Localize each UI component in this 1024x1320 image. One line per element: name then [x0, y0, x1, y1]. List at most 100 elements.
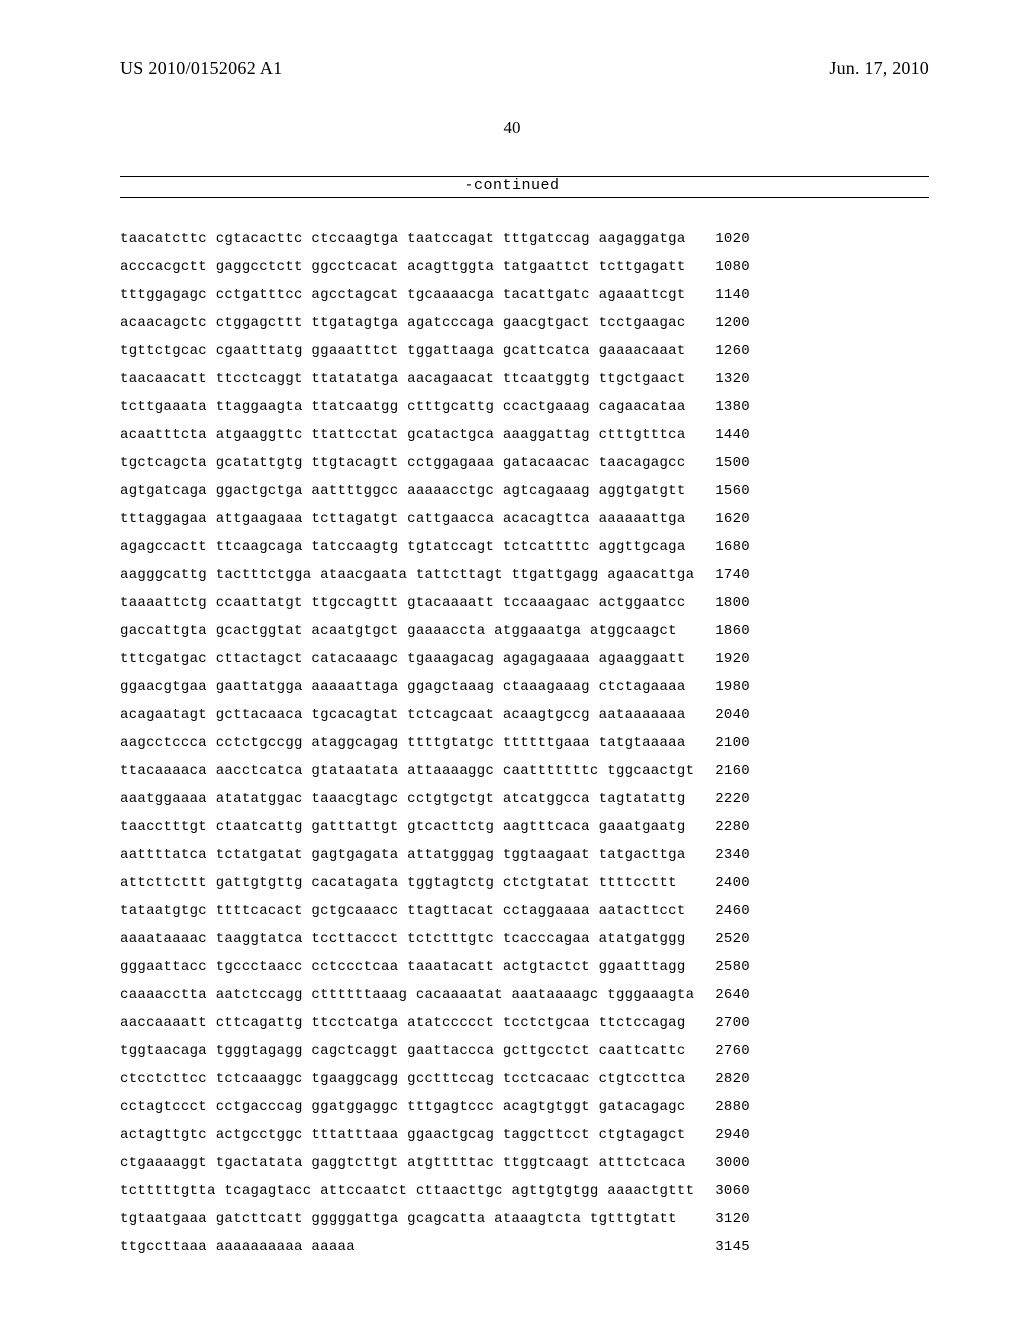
page: US 2010/0152062 A1 Jun. 17, 2010 40 -con… [0, 0, 1024, 1320]
sequence-row: tcttgaaata ttaggaagta ttatcaatgg ctttgca… [0, 393, 1024, 421]
sequence-row: ggaacgtgaa gaattatgga aaaaattaga ggagcta… [0, 673, 1024, 701]
sequence-position: 2880 [690, 1093, 750, 1121]
sequence-row: gggaattacc tgccctaacc cctccctcaa taaatac… [0, 953, 1024, 981]
sequence-row: ttgccttaaa aaaaaaaaaa aaaaa3145 [0, 1233, 1024, 1261]
sequence-position: 2940 [690, 1121, 750, 1149]
rule-bottom [120, 197, 929, 198]
sequence-row: tttaggagaa attgaagaaa tcttagatgt cattgaa… [0, 505, 1024, 533]
sequence-position: 1680 [690, 533, 750, 561]
sequence-position: 1380 [690, 393, 750, 421]
sequence-row: tgttctgcac cgaatttatg ggaaatttct tggatta… [0, 337, 1024, 365]
sequence-row: taacaacatt ttcctcaggt ttatatatga aacagaa… [0, 365, 1024, 393]
sequence-position: 1740 [690, 561, 750, 589]
sequence-row: tataatgtgc ttttcacact gctgcaaacc ttagtta… [0, 897, 1024, 925]
sequence-text: acccacgctt gaggcctctt ggcctcacat acagttg… [0, 253, 690, 281]
sequence-row: agtgatcaga ggactgctga aattttggcc aaaaacc… [0, 477, 1024, 505]
sequence-row: taacatcttc cgtacacttc ctccaagtga taatcca… [0, 225, 1024, 253]
sequence-text: ttacaaaaca aacctcatca gtataatata attaaaa… [0, 757, 690, 785]
sequence-text: tttcgatgac cttactagct catacaaagc tgaaaga… [0, 645, 690, 673]
sequence-position: 1440 [690, 421, 750, 449]
sequence-position: 2520 [690, 925, 750, 953]
page-number: 40 [0, 118, 1024, 138]
sequence-row: aaaataaaac taaggtatca tccttaccct tctcttt… [0, 925, 1024, 953]
sequence-text: tctttttgtta tcagagtacc attccaatct cttaac… [0, 1177, 690, 1205]
sequence-row: aattttatca tctatgatat gagtgagata attatgg… [0, 841, 1024, 869]
sequence-row: tggtaacaga tgggtagagg cagctcaggt gaattac… [0, 1037, 1024, 1065]
sequence-position: 1560 [690, 477, 750, 505]
sequence-row: cctagtccct cctgacccag ggatggaggc tttgagt… [0, 1093, 1024, 1121]
sequence-position: 2460 [690, 897, 750, 925]
sequence-row: caaaacctta aatctccagg cttttttaaag cacaaa… [0, 981, 1024, 1009]
sequence-text: aaaataaaac taaggtatca tccttaccct tctcttt… [0, 925, 690, 953]
sequence-text: tggtaacaga tgggtagagg cagctcaggt gaattac… [0, 1037, 690, 1065]
sequence-text: actagttgtc actgcctggc tttatttaaa ggaactg… [0, 1121, 690, 1149]
sequence-text: ctgaaaaggt tgactatata gaggtcttgt atgtttt… [0, 1149, 690, 1177]
sequence-text: ggaacgtgaa gaattatgga aaaaattaga ggagcta… [0, 673, 690, 701]
sequence-text: taacatcttc cgtacacttc ctccaagtga taatcca… [0, 225, 690, 253]
sequence-position: 1500 [690, 449, 750, 477]
sequence-row: agagccactt ttcaagcaga tatccaagtg tgtatcc… [0, 533, 1024, 561]
sequence-position: 1980 [690, 673, 750, 701]
sequence-row: aagggcattg tactttctgga ataacgaata tattct… [0, 561, 1024, 589]
sequence-position: 2760 [690, 1037, 750, 1065]
sequence-text: tgctcagcta gcatattgtg ttgtacagtt cctggag… [0, 449, 690, 477]
sequence-row: tgtaatgaaa gatcttcatt gggggattga gcagcat… [0, 1205, 1024, 1233]
sequence-row: ttacaaaaca aacctcatca gtataatata attaaaa… [0, 757, 1024, 785]
sequence-position: 2280 [690, 813, 750, 841]
sequence-position: 3120 [690, 1205, 750, 1233]
sequence-position: 2580 [690, 953, 750, 981]
sequence-row: actagttgtc actgcctggc tttatttaaa ggaactg… [0, 1121, 1024, 1149]
sequence-position: 1620 [690, 505, 750, 533]
sequence-position: 2040 [690, 701, 750, 729]
sequence-position: 1200 [690, 309, 750, 337]
sequence-text: aattttatca tctatgatat gagtgagata attatgg… [0, 841, 690, 869]
sequence-row: tgctcagcta gcatattgtg ttgtacagtt cctggag… [0, 449, 1024, 477]
sequence-row: taacctttgt ctaatcattg gatttattgt gtcactt… [0, 813, 1024, 841]
sequence-text: tataatgtgc ttttcacact gctgcaaacc ttagtta… [0, 897, 690, 925]
sequence-position: 1140 [690, 281, 750, 309]
sequence-text: aagcctccca cctctgccgg ataggcagag ttttgta… [0, 729, 690, 757]
sequence-position: 3060 [690, 1177, 750, 1205]
sequence-text: tgtaatgaaa gatcttcatt gggggattga gcagcat… [0, 1205, 690, 1233]
sequence-text: taacctttgt ctaatcattg gatttattgt gtcactt… [0, 813, 690, 841]
sequence-row: ctgaaaaggt tgactatata gaggtcttgt atgtttt… [0, 1149, 1024, 1177]
sequence-text: tcttgaaata ttaggaagta ttatcaatgg ctttgca… [0, 393, 690, 421]
sequence-position: 2220 [690, 785, 750, 813]
sequence-text: aagggcattg tactttctgga ataacgaata tattct… [0, 561, 690, 589]
sequence-text: attcttcttt gattgtgttg cacatagata tggtagt… [0, 869, 690, 897]
sequence-row: tttcgatgac cttactagct catacaaagc tgaaaga… [0, 645, 1024, 673]
sequence-row: tctttttgtta tcagagtacc attccaatct cttaac… [0, 1177, 1024, 1205]
sequence-row: attcttcttt gattgtgttg cacatagata tggtagt… [0, 869, 1024, 897]
sequence-text: agtgatcaga ggactgctga aattttggcc aaaaacc… [0, 477, 690, 505]
sequence-position: 2100 [690, 729, 750, 757]
sequence-text: tttggagagc cctgatttcc agcctagcat tgcaaaa… [0, 281, 690, 309]
sequence-text: tgttctgcac cgaatttatg ggaaatttct tggatta… [0, 337, 690, 365]
sequence-text: acagaatagt gcttacaaca tgcacagtat tctcagc… [0, 701, 690, 729]
sequence-row: acaatttcta atgaaggttc ttattcctat gcatact… [0, 421, 1024, 449]
sequence-position: 1860 [690, 617, 750, 645]
sequence-text: aaatggaaaa atatatggac taaacgtagc cctgtgc… [0, 785, 690, 813]
sequence-text: gggaattacc tgccctaacc cctccctcaa taaatac… [0, 953, 690, 981]
sequence-position: 1920 [690, 645, 750, 673]
sequence-row: ctcctcttcc tctcaaaggc tgaaggcagg gcctttc… [0, 1065, 1024, 1093]
sequence-row: aagcctccca cctctgccgg ataggcagag ttttgta… [0, 729, 1024, 757]
sequence-position: 2400 [690, 869, 750, 897]
sequence-text: gaccattgta gcactggtat acaatgtgct gaaaacc… [0, 617, 690, 645]
continued-label: -continued [0, 177, 1024, 194]
sequence-position: 1020 [690, 225, 750, 253]
sequence-listing: taacatcttc cgtacacttc ctccaagtga taatcca… [0, 225, 1024, 1261]
sequence-row: aaccaaaatt cttcagattg ttcctcatga atatccc… [0, 1009, 1024, 1037]
sequence-row: acagaatagt gcttacaaca tgcacagtat tctcagc… [0, 701, 1024, 729]
sequence-position: 3000 [690, 1149, 750, 1177]
sequence-text: caaaacctta aatctccagg cttttttaaag cacaaa… [0, 981, 690, 1009]
sequence-text: taaaattctg ccaattatgt ttgccagttt gtacaaa… [0, 589, 690, 617]
sequence-text: acaacagctc ctggagcttt ttgatagtga agatccc… [0, 309, 690, 337]
sequence-text: ttgccttaaa aaaaaaaaaa aaaaa [0, 1233, 690, 1261]
sequence-row: tttggagagc cctgatttcc agcctagcat tgcaaaa… [0, 281, 1024, 309]
sequence-position: 1320 [690, 365, 750, 393]
sequence-position: 2700 [690, 1009, 750, 1037]
sequence-position: 2160 [690, 757, 750, 785]
sequence-position: 1800 [690, 589, 750, 617]
sequence-position: 2640 [690, 981, 750, 1009]
sequence-position: 3145 [690, 1233, 750, 1261]
